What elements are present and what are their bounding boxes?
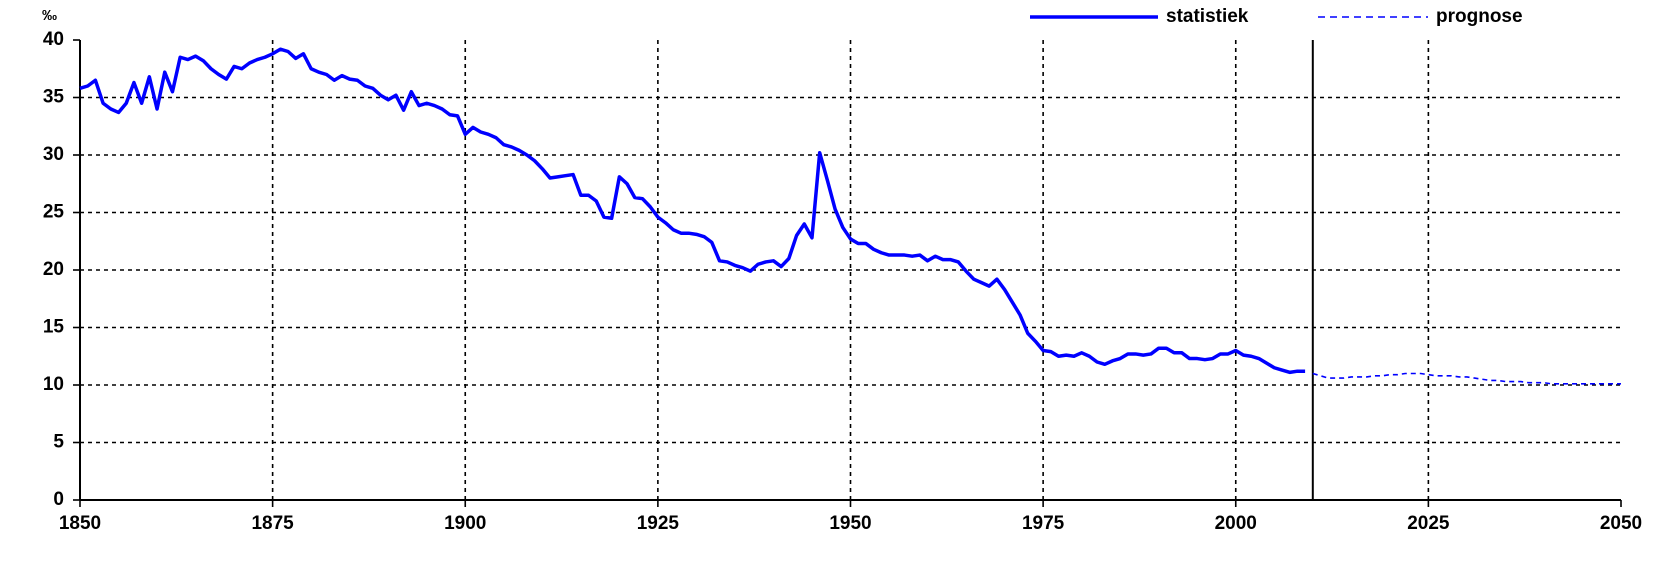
x-tick-label: 1900 bbox=[444, 513, 486, 534]
y-tick-label: 35 bbox=[43, 87, 65, 108]
y-tick-label: 0 bbox=[53, 489, 64, 510]
series-line bbox=[79, 47, 1306, 375]
y-tick-label: 15 bbox=[43, 317, 65, 338]
x-tick-label: 1875 bbox=[251, 513, 294, 534]
y-tick-label: 20 bbox=[43, 259, 64, 280]
x-tick-label: 1950 bbox=[829, 513, 871, 534]
y-tick-label: 10 bbox=[43, 374, 64, 395]
x-tick-label: 2050 bbox=[1600, 513, 1642, 534]
series-line bbox=[1312, 372, 1621, 385]
y-unit-label: ‰ bbox=[42, 7, 57, 24]
y-tick-label: 40 bbox=[43, 29, 64, 50]
x-tick-label: 2000 bbox=[1215, 513, 1257, 534]
legend-label: prognose bbox=[1436, 6, 1523, 27]
y-tick-label: 30 bbox=[43, 144, 64, 165]
x-tick-label: 1975 bbox=[1022, 513, 1065, 534]
x-tick-label: 1925 bbox=[637, 513, 680, 534]
x-tick-label: 1850 bbox=[59, 513, 101, 534]
y-tick-label: 5 bbox=[53, 432, 64, 453]
y-tick-label: 25 bbox=[43, 202, 65, 223]
legend-label: statistiek bbox=[1166, 6, 1249, 27]
x-tick-label: 2025 bbox=[1407, 513, 1450, 534]
